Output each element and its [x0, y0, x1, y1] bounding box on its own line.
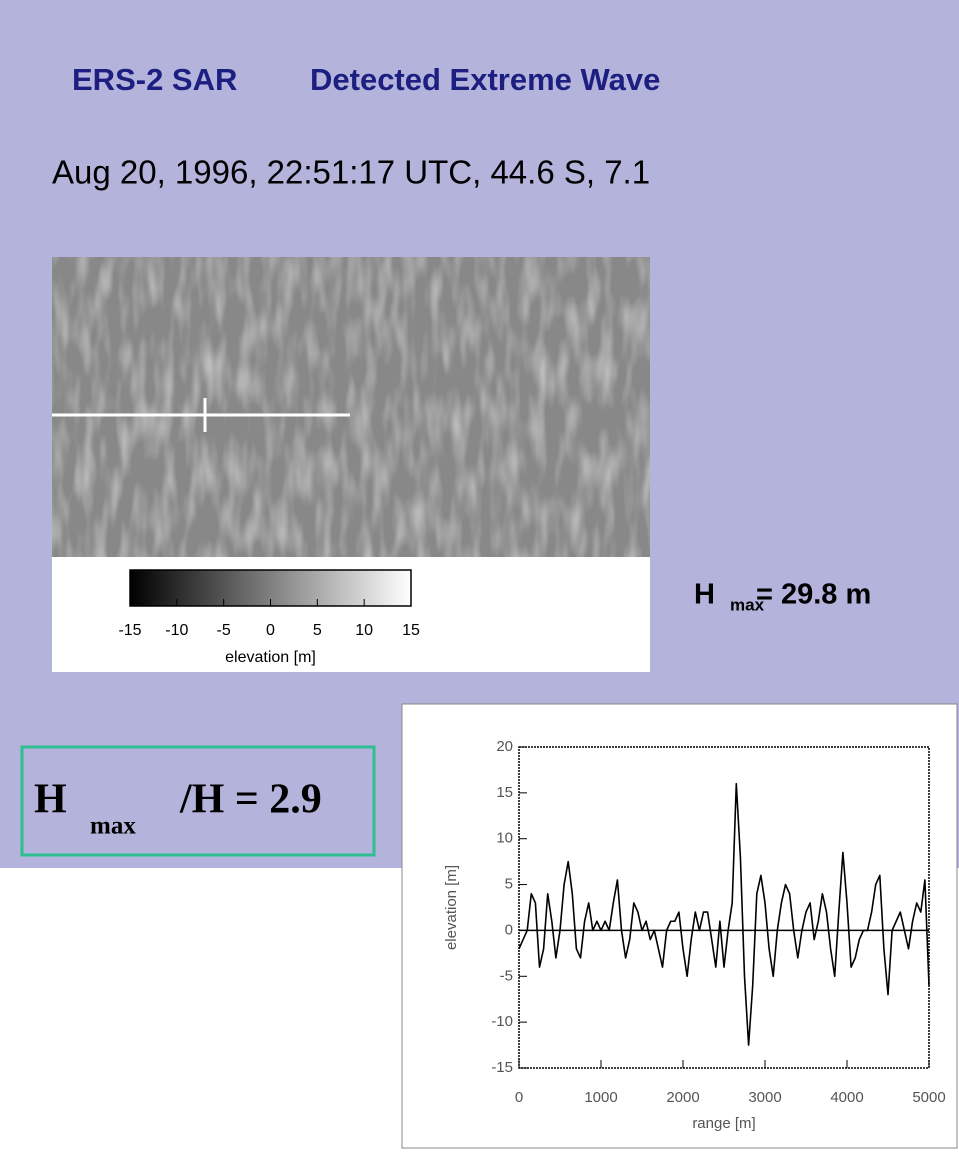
chart-panel: [401, 703, 958, 1149]
sar-texture: [52, 257, 650, 557]
x-tick-label: -10: [165, 622, 188, 639]
title: ERS-2 SAR: [72, 62, 237, 97]
line-chart: -15 -10 -5 0 5 10 15 20 0 1000 2000 3000 4000 5000 ran…: [443, 738, 946, 1132]
ratio-box: [20, 745, 376, 857]
y-tick-label: 20: [496, 738, 513, 755]
data-line: [518, 782, 930, 1046]
y-tick-label: -10: [491, 1013, 513, 1030]
x-tick-label: 4000: [830, 1089, 863, 1106]
hmax-subscript: max: [730, 595, 765, 614]
x-tick-label: 1000: [584, 1089, 617, 1106]
y-tick-label: 0: [505, 921, 513, 938]
colorbar: -15 -10 -5 0 5 10 15 elevation [m]: [118, 569, 420, 666]
y-tick-label: 5: [505, 876, 513, 893]
y-tick-label: -5: [500, 967, 513, 984]
x-tick-label: 5: [313, 622, 322, 639]
y-tick-label: 10: [496, 830, 513, 847]
y-tick-label: -15: [491, 1059, 513, 1076]
ratio-subscript: max: [90, 813, 136, 840]
x-tick-label: 0: [515, 1089, 523, 1106]
ratio-label: H: [34, 777, 67, 823]
title: Detected Extreme Wave: [310, 62, 660, 97]
x-axis-label: range [m]: [692, 1115, 755, 1132]
x-tick-label: 3000: [748, 1089, 781, 1106]
x-tick-label: -5: [217, 622, 231, 639]
x-tick-label: 10: [355, 622, 373, 639]
x-axis-label: elevation [m]: [225, 649, 316, 666]
x-tick-label: 5000: [912, 1089, 945, 1106]
y-tick-label: 15: [496, 784, 513, 801]
hmax-label: H: [694, 579, 715, 611]
x-tick-label: 2000: [666, 1089, 699, 1106]
x-tick-label: -15: [118, 622, 141, 639]
hmax-value: = 29.8 m: [756, 579, 871, 611]
subtitle: Aug 20, 1996, 22:51:17 UTC, 44.6 S, 7.1: [52, 154, 650, 191]
plot-frame: [518, 746, 930, 1069]
y-axis-label: elevation [m]: [443, 865, 460, 950]
x-tick-label: 15: [402, 622, 420, 639]
x-tick-label: 0: [266, 622, 275, 639]
ratio-value: /H = 2.9: [179, 777, 322, 823]
